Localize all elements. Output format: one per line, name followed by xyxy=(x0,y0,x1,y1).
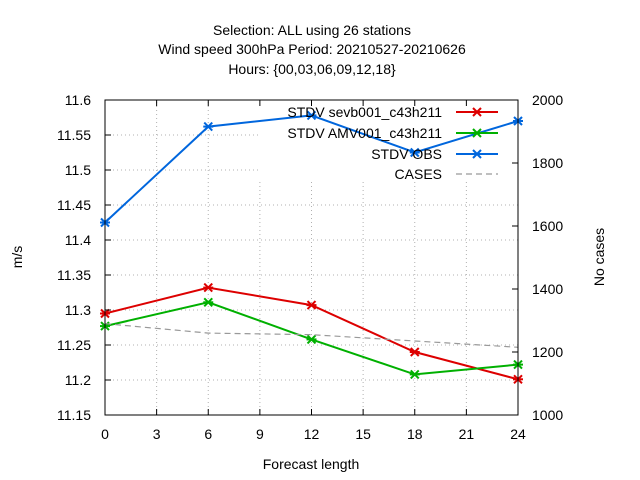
y-tick-label: 11.25 xyxy=(57,337,91,353)
chart-title: Selection: ALL using 26 stations Wind sp… xyxy=(158,22,466,77)
series-2-point xyxy=(306,110,317,121)
legend-label-3: CASES xyxy=(395,166,442,182)
y2-tick-label: 1000 xyxy=(532,407,563,423)
series-0-point xyxy=(306,300,317,310)
y-tick-label: 11.15 xyxy=(57,407,91,423)
series-1-point xyxy=(409,369,420,380)
legend-label-0: STDV sevb001_c43h211 xyxy=(287,104,442,120)
y-tick-label: 11.45 xyxy=(57,197,91,213)
series-line-0 xyxy=(104,286,519,381)
grid xyxy=(105,100,518,415)
x-tick-label: 24 xyxy=(510,426,526,442)
legend-marker-0 xyxy=(472,107,482,117)
series-line-3 xyxy=(104,323,519,348)
series-0-point xyxy=(203,282,214,293)
x-tick-label: 6 xyxy=(204,426,212,442)
legend-label-2: STDV OBS xyxy=(371,146,442,162)
x-tick-label: 0 xyxy=(101,426,109,442)
y2-axis-label: No cases xyxy=(591,228,607,286)
series-0-point xyxy=(409,347,420,357)
title-line-3: Hours: {00,03,06,09,12,18} xyxy=(228,61,396,77)
x-tick-label: 3 xyxy=(153,426,161,442)
y2-tick-label: 1800 xyxy=(532,155,563,171)
y2-tick-label: 1400 xyxy=(532,281,563,297)
title-line-1: Selection: ALL using 26 stations xyxy=(213,22,411,38)
y-tick-label: 11.3 xyxy=(65,302,91,318)
y-tick-label: 11.35 xyxy=(57,267,91,283)
x-tick-label: 12 xyxy=(304,426,320,442)
y-tick-label: 11.5 xyxy=(65,162,91,178)
x-axis-label: Forecast length xyxy=(263,456,360,472)
plot-frame xyxy=(104,99,519,416)
legend-marker-2 xyxy=(472,149,482,159)
y-tick-label: 11.6 xyxy=(65,92,91,108)
y-axis-label: m/s xyxy=(9,246,25,269)
axes: 0 3 6 9 12 15 18 21 24 11.15 11.2 11.25 11.3 11.35 11.… xyxy=(57,92,563,442)
x-tick-label: 9 xyxy=(256,426,264,442)
y2-tick-label: 2000 xyxy=(532,92,563,108)
y-tick-label: 11.55 xyxy=(57,127,91,143)
y-tick-label: 11.2 xyxy=(65,372,91,388)
y2-tick-label: 1600 xyxy=(532,218,563,234)
title-line-2: Wind speed 300hPa Period: 20210527-20210… xyxy=(158,41,466,57)
x-tick-label: 21 xyxy=(459,426,475,442)
y-tick-label: 11.4 xyxy=(65,232,91,248)
y2-tick-label: 1200 xyxy=(532,344,563,360)
legend-marker-1 xyxy=(472,128,482,138)
legend-label-1: STDV AMV001_c43h211 xyxy=(287,125,442,141)
series-2-point xyxy=(203,121,214,132)
x-tick-label: 15 xyxy=(355,426,371,442)
series-2-point xyxy=(409,147,420,158)
series-1-point xyxy=(306,334,317,345)
x-tick-label: 18 xyxy=(407,426,423,442)
series-1-point xyxy=(203,297,214,308)
legend: STDV sevb001_c43h211 STDV AMV001_c43h211 S… xyxy=(287,104,498,182)
